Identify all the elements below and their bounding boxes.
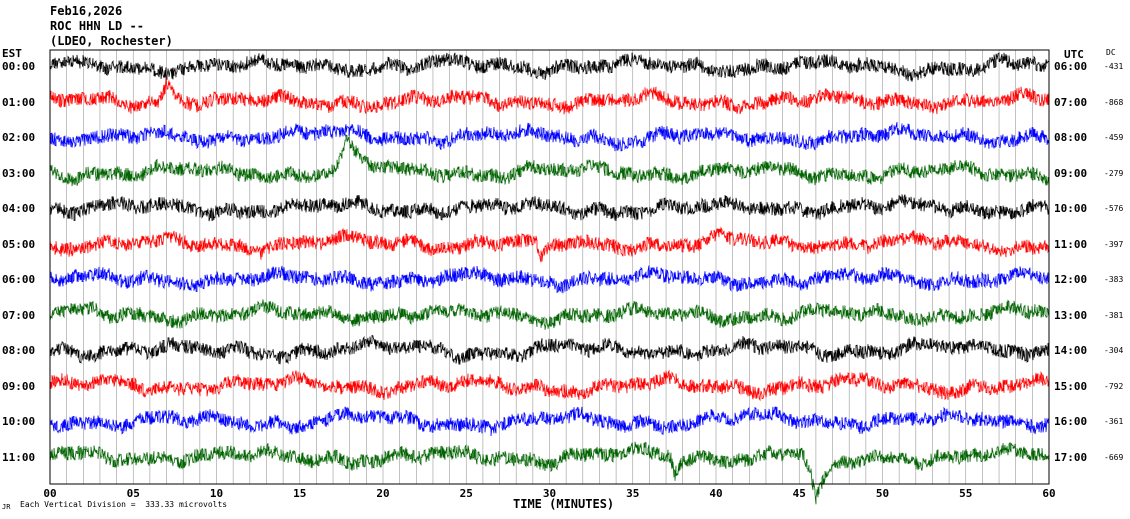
trace-row-0300: [49, 134, 1050, 187]
x-tick-label: 50: [876, 487, 889, 500]
utc-time-label: 10:00: [1054, 202, 1088, 215]
utc-time-label: 12:00: [1054, 273, 1088, 286]
x-axis-title: TIME (MINUTES): [513, 497, 615, 511]
dc-header-label: DC: [1106, 48, 1116, 57]
est-time-label: 04:00: [2, 202, 36, 215]
x-tick-label: 25: [460, 487, 473, 500]
est-time-label: 11:00: [2, 450, 36, 464]
x-axis-ticks: 00 05 10 15 20 25 30 35 40 45 50 55 60: [43, 487, 1055, 500]
est-time-label: 00:00: [2, 60, 36, 73]
dc-offset-label: -792: [1104, 381, 1124, 391]
utc-time-label: 14:00: [1054, 344, 1088, 357]
est-time-label: 06:00: [2, 273, 36, 286]
x-tick-label: 10: [210, 487, 223, 500]
x-tick-label: 30: [543, 487, 556, 500]
dc-offset-label: -669: [1104, 452, 1124, 462]
x-tick-label: 20: [376, 487, 389, 500]
x-tick-label: 15: [293, 487, 306, 500]
dc-offset-label: -576: [1104, 204, 1124, 213]
trace-row-0900: [49, 369, 1050, 402]
utc-time-label: 08:00: [1054, 131, 1088, 144]
vertical-grid: [66, 50, 1033, 484]
trace-row-0800: [49, 334, 1050, 365]
seismic-traces: [49, 52, 1050, 505]
dc-offset-label: -397: [1104, 239, 1124, 249]
est-time-label: 09:00: [2, 379, 36, 393]
utc-time-label: 15:00: [1054, 379, 1088, 393]
trace-row-0400: [49, 194, 1050, 222]
est-time-label: 07:00: [2, 308, 36, 322]
trace-row-0100: [49, 77, 1050, 115]
utc-time-label: 06:00: [1054, 60, 1088, 73]
x-tick-label: 05: [127, 487, 140, 500]
chart-date: Feb16,2026: [50, 4, 123, 18]
est-time-label: 01:00: [2, 95, 36, 109]
est-time-label: 05:00: [2, 237, 36, 251]
trace-row-0700: [49, 299, 1050, 330]
corner-mark: JR: [2, 503, 11, 511]
scale-note: Each Vertical Division = 333.33 microvol…: [20, 500, 228, 509]
right-zone-label: UTC: [1064, 48, 1084, 61]
dc-offset-label: -304: [1104, 346, 1124, 355]
x-tick-label: 35: [626, 487, 639, 500]
utc-time-label: 11:00: [1054, 237, 1088, 251]
trace-row-0200: [49, 122, 1050, 152]
trace-row-0600: [49, 265, 1050, 294]
est-time-label: 02:00: [2, 131, 36, 144]
x-tick-label: 45: [793, 487, 806, 500]
est-time-label: 10:00: [2, 415, 36, 428]
utc-time-label: 09:00: [1054, 166, 1088, 180]
x-tick-label: 00: [43, 487, 56, 500]
trace-row-1000: [49, 406, 1050, 437]
utc-time-label: 07:00: [1054, 95, 1088, 109]
utc-time-label: 16:00: [1054, 415, 1088, 428]
left-zone-label: EST: [2, 47, 22, 60]
chart-station: ROC HHN LD --: [50, 19, 144, 33]
utc-time-label: 17:00: [1054, 450, 1088, 464]
dc-offset-label: -459: [1104, 133, 1124, 142]
utc-time-label: 13:00: [1054, 308, 1088, 322]
chart-network: (LDEO, Rochester): [50, 34, 173, 48]
x-tick-label: 55: [959, 487, 972, 500]
plot-frame: [49, 49, 1050, 485]
dc-offset-label: -279: [1104, 168, 1124, 178]
trace-row-0000: [49, 52, 1050, 82]
x-tick-label: 40: [709, 487, 722, 500]
dc-offset-label: -868: [1104, 97, 1124, 107]
trace-row-1100: [49, 441, 1050, 505]
est-time-label: 03:00: [2, 166, 36, 180]
dc-offset-label: -383: [1104, 275, 1124, 284]
dc-offset-label: -431: [1104, 62, 1124, 71]
trace-row-0500: [49, 226, 1050, 263]
x-tick-label: 60: [1042, 487, 1055, 500]
dc-offset-label: -361: [1104, 417, 1124, 426]
dc-offset-label: -381: [1104, 310, 1124, 320]
est-time-label: 08:00: [2, 344, 36, 357]
